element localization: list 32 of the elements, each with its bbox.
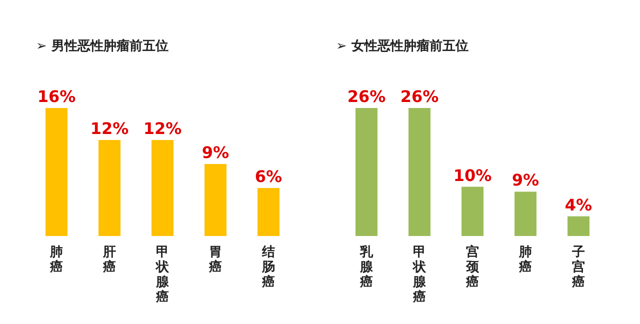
x-tick-label: 宫颈癌 [465, 244, 480, 290]
bar [46, 108, 68, 236]
x-tick-label: 肺癌 [49, 245, 63, 275]
data-label: 9% [512, 170, 540, 190]
bar [462, 186, 484, 236]
x-tick-label: 肝癌 [102, 245, 116, 275]
x-tick-label: 甲状腺癌 [155, 245, 170, 305]
x-tick-label: 结肠癌 [261, 245, 275, 290]
bar [356, 108, 378, 236]
bar [152, 140, 174, 236]
bar [204, 164, 226, 236]
data-label: 12% [143, 119, 182, 138]
x-tick-label: 子宫癌 [571, 245, 585, 290]
data-label: 4% [564, 195, 592, 214]
data-label: 6% [254, 167, 282, 186]
data-label: 26% [400, 87, 439, 106]
x-tick-label: 乳腺癌 [359, 244, 374, 290]
x-tick-label: 肺癌 [518, 245, 532, 275]
bar [258, 188, 280, 236]
data-label: 26% [347, 87, 386, 106]
bar [568, 216, 590, 236]
chart-title: ➢ 女性恶性肿瘤前五位 [336, 38, 468, 54]
x-tick-label: 胃癌 [208, 245, 222, 275]
bar [408, 108, 430, 236]
data-label: 16% [37, 87, 76, 106]
x-tick-label: 甲状腺癌 [412, 245, 427, 305]
bar [98, 140, 120, 236]
data-label: 12% [90, 119, 129, 138]
bar [514, 192, 536, 236]
data-label: 9% [202, 143, 230, 162]
data-label: 10% [453, 166, 492, 185]
chart-title: ➢ 男性恶性肿瘤前五位 [36, 38, 168, 54]
